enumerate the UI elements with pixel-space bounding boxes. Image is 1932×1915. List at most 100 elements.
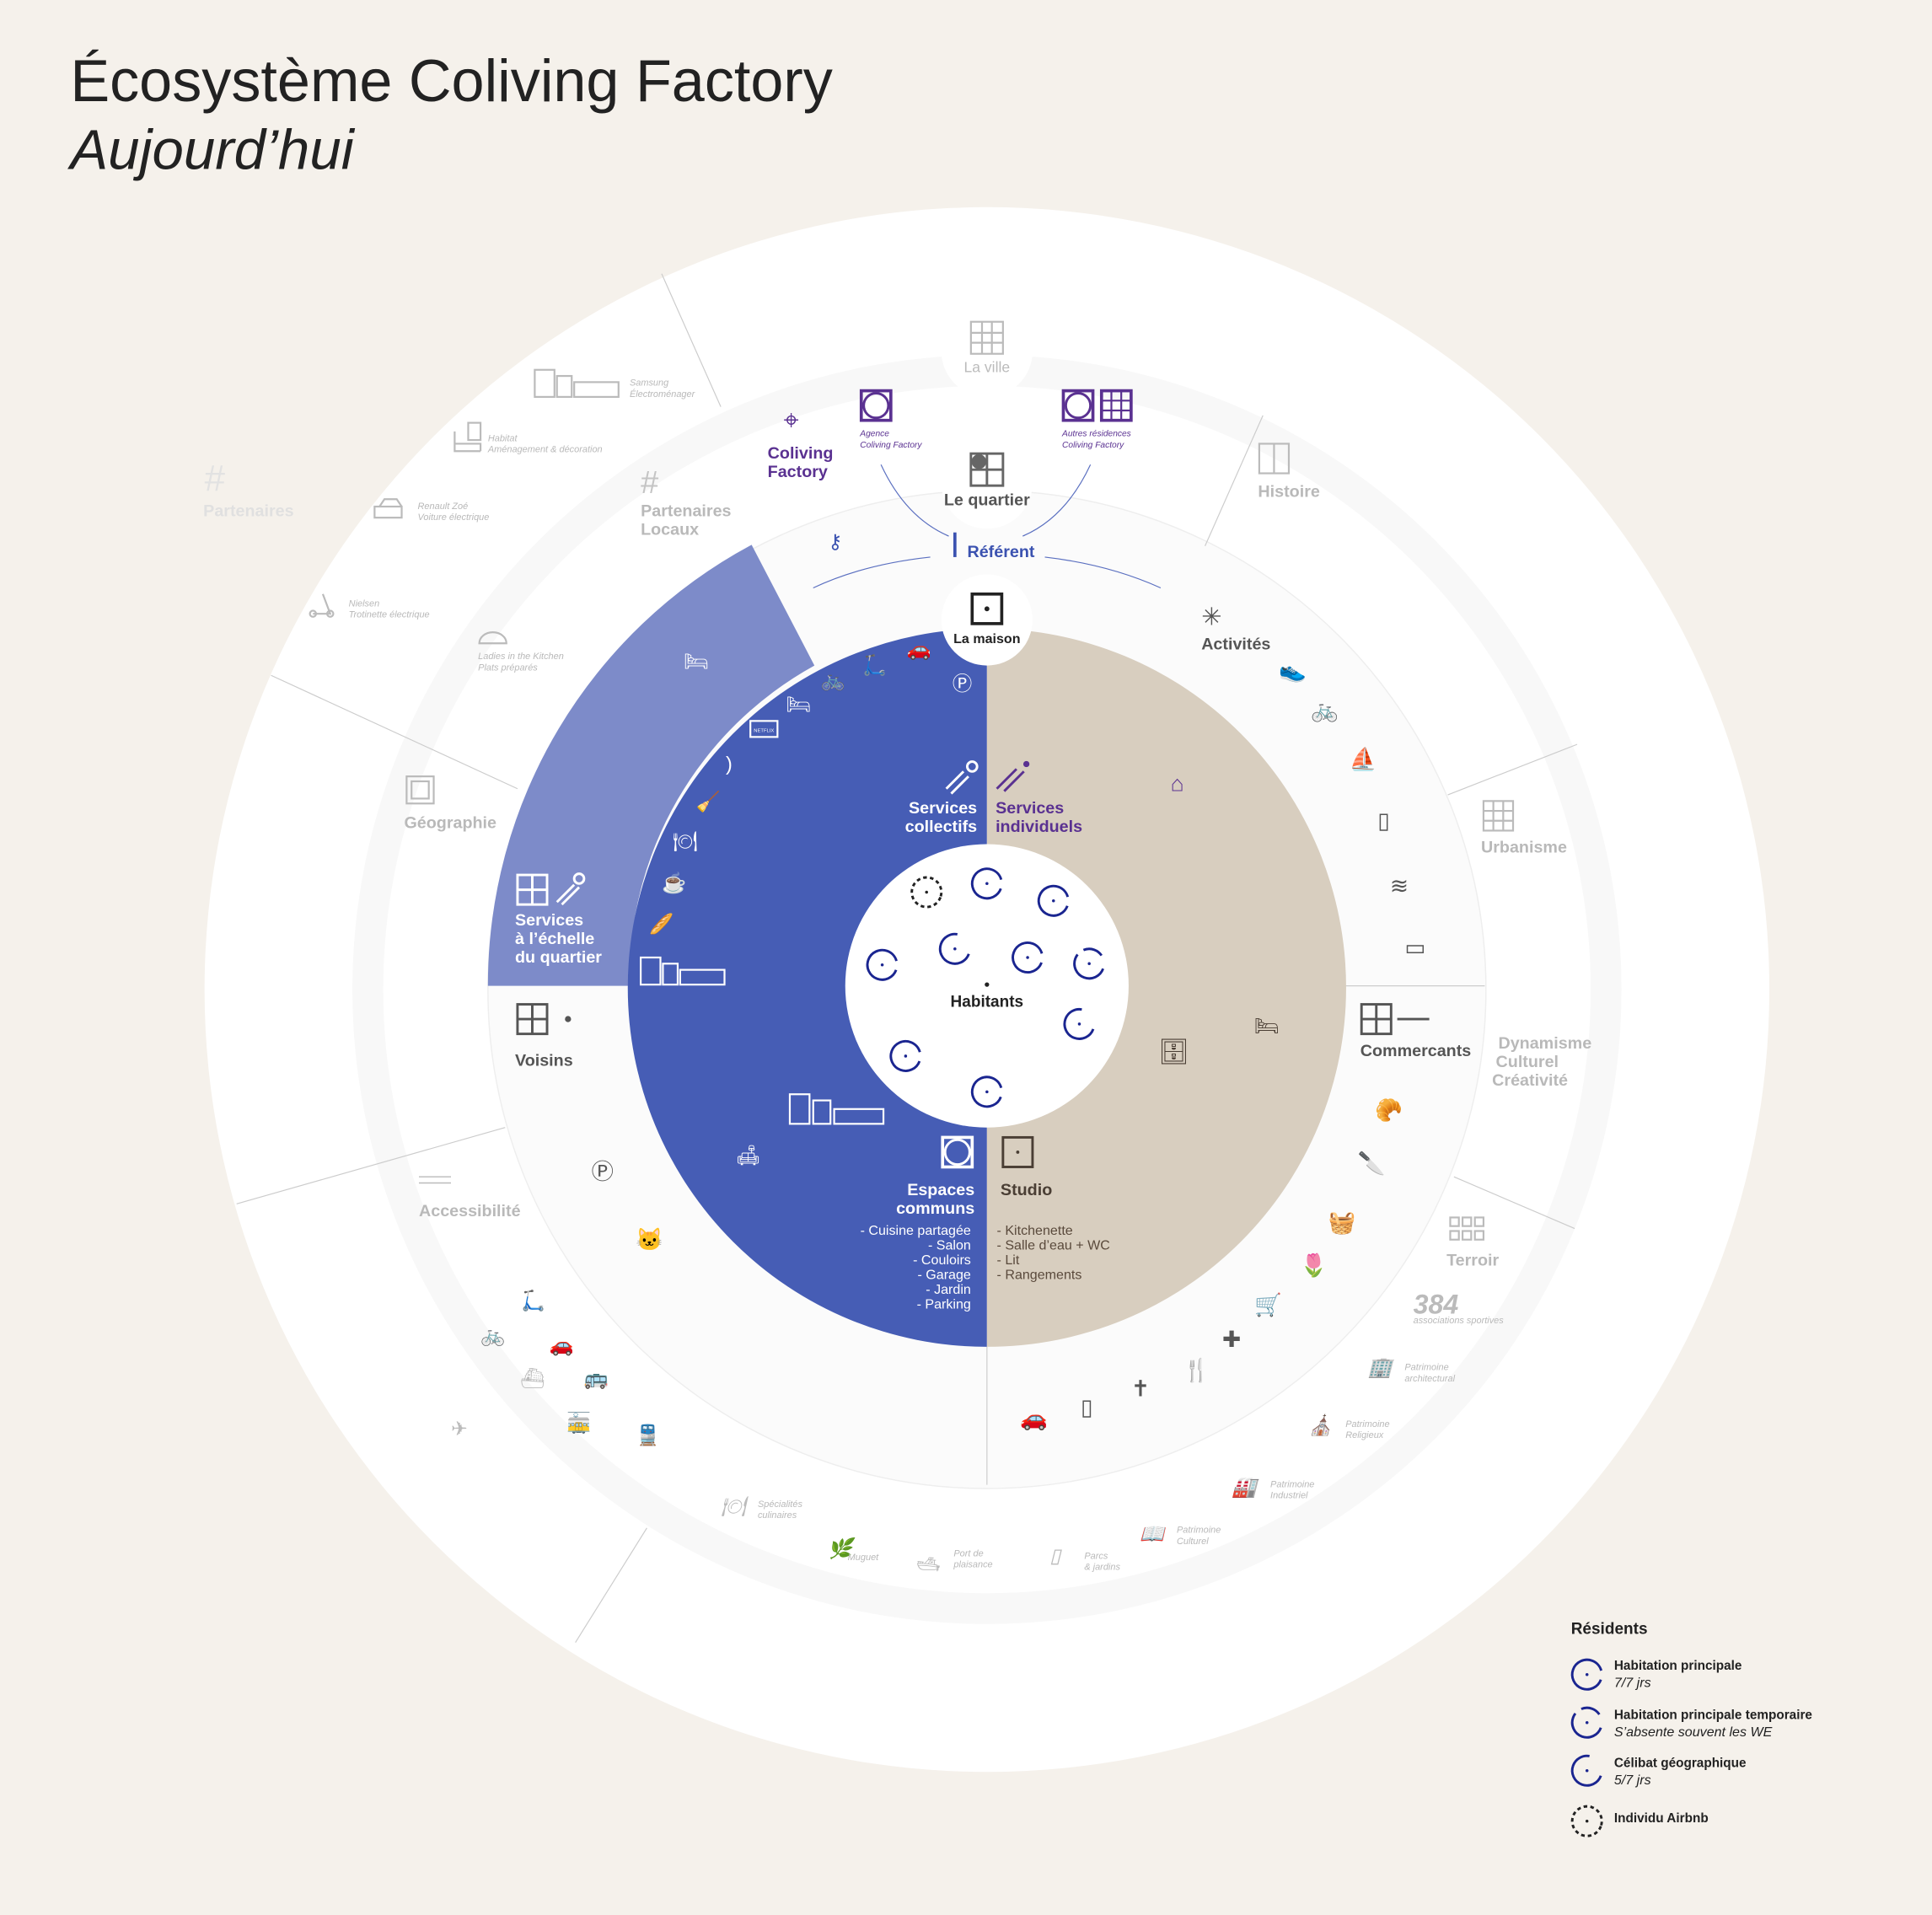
sector-dividers [236,273,1578,1644]
terroir-desc: Religieux [1345,1430,1384,1440]
key-icon: ⚷ [828,531,842,553]
resident-icon [866,948,899,981]
partner-ladies-kitchen: Ladies in the Kitchen Plats préparés [478,631,564,673]
terroir-icon [1449,1216,1485,1241]
partner-desc: Électroménager [630,389,696,400]
wifi-icon: ) [726,753,733,775]
resident-icon-dot [985,882,989,886]
sector-accessibilite: Accessibilité [419,1202,521,1220]
bus-icon: 🚌 [584,1367,609,1390]
park-icon: ▯ [1377,808,1389,834]
legend-resident-icon [1570,1805,1603,1837]
running-shoe-icon: 👟 [1279,657,1307,684]
maison-bubble [941,574,1033,666]
car-icon: 🚗 [1020,1405,1048,1430]
studio-half [986,628,1346,1347]
boat-icon: ⛴ [520,1367,545,1389]
laundry-hanger-icon: ⌂ [1171,771,1184,797]
services-individuels-1: Services [996,799,1064,818]
bakery-icon: 🥐 [1375,1097,1403,1123]
resident-icon-dot [1052,899,1055,903]
legend-resident-icon [1570,1754,1603,1787]
legend-item-label: Habitation principale temporaire [1614,1708,1812,1722]
legend-resident-icon-dot [1585,1672,1589,1676]
legend-title: Résidents [1571,1620,1648,1638]
scooter-icon: 🛴 [521,1289,545,1312]
church-cross-icon: ✝ [1131,1376,1150,1401]
coffee-icon: ☕ [662,872,686,895]
sector-urbanisme: Urbanisme [1481,839,1567,857]
terroir-label: Patrimoine [1270,1480,1314,1490]
resident-icon-dot [985,1090,989,1094]
services-collectifs-2: collectifs [905,818,978,836]
terroir-desc: Industriel [1270,1491,1308,1501]
studio-icon [1001,1135,1034,1168]
coliving-logo-icon: ⌖ [784,405,799,435]
autres-residences-icon [1061,389,1133,422]
neighborhood-icon [969,452,1005,487]
espaces-communs-item: - Parking [917,1297,971,1312]
studio-item: - Salle d’eau + WC [997,1237,1110,1253]
house-icon [970,592,1004,625]
bike-icon: 🚲 [480,1324,505,1347]
kitchen-icon [534,368,620,399]
bike-icon: 🚲 [1311,697,1339,722]
resident-icon [970,867,1003,900]
legend-item-label: Individu Airbnb [1614,1811,1709,1826]
resident-icon-dot [925,890,928,894]
studio-title: Studio [1001,1181,1052,1199]
resident-icon-dot [1026,956,1029,959]
train-icon: 🚆 [636,1423,660,1446]
car-icon: 🚗 [550,1334,574,1357]
partner-name: Ladies in the Kitchen [478,652,564,662]
terroir-label: Spécialités [758,1499,802,1510]
plane-icon: ✈ [451,1418,468,1440]
espaces-communs-title-2: communs [896,1199,974,1218]
city-icon [969,320,1004,355]
neighbors-icon [516,1003,572,1036]
urbanism-icon [1482,800,1515,832]
cat-icon: 🐱 [636,1227,663,1253]
legend-resident-icon-dot [1585,1768,1589,1773]
ville-bubble [941,305,1033,397]
espaces-communs-item: - Cuisine partagée [861,1223,971,1238]
resident-icon-dot [1087,962,1091,966]
studio-bed-icon: 🛏 [1254,1015,1280,1037]
autres-label-2: Coliving Factory [1062,441,1124,450]
shops-icon [1360,1003,1430,1036]
page-subtitle: Aujourd’hui [67,118,355,181]
tv-icon: NETFLIX [749,720,779,738]
terroir-label: Patrimoine [1404,1363,1448,1373]
restaurant-icon: 🍴 [1183,1357,1210,1383]
coliving-title-1: Coliving [768,444,834,463]
swimming-icon: ≋ [1390,873,1409,898]
resident-icon [1073,947,1106,980]
church-icon: ⛪ [1308,1413,1335,1437]
level-maison: La maison [953,631,1020,646]
culinary-cloche-icon: 🍽 [721,1495,749,1517]
terroir-label: Patrimoine [1177,1526,1221,1536]
parking-icon: Ⓟ [592,1159,614,1184]
partenaires-hash-icon: # [205,458,226,499]
electric-car-icon [373,498,403,519]
neighborhood-services-icon [516,872,586,906]
partner-nielsen: Nielsen Trotinette électrique [309,593,430,620]
bed-icon: 🛏 [786,694,812,716]
terroir-desc: architectural [1404,1374,1455,1384]
sector-dynamisme-2: Culturel [1496,1053,1559,1071]
scooter-icon: 🛴 [862,653,887,677]
center-dot [985,982,990,987]
partner-name: Nielsen [349,598,380,609]
sector-voisins: Voisins [515,1052,573,1070]
referent-links [813,464,1162,589]
habitants-label: Habitants [951,993,1024,1011]
services-individuels-2: individuels [996,818,1082,836]
partner-name: Samsung [630,378,668,389]
espaces-communs-item: - Couloirs [913,1253,971,1268]
resident-icon-dot [953,947,957,951]
partner-name: Renault Zoé [418,502,469,512]
scooter-icon [309,593,335,618]
legend-resident-icon [1570,1706,1603,1739]
tv-label: NETFLIX [754,729,774,734]
